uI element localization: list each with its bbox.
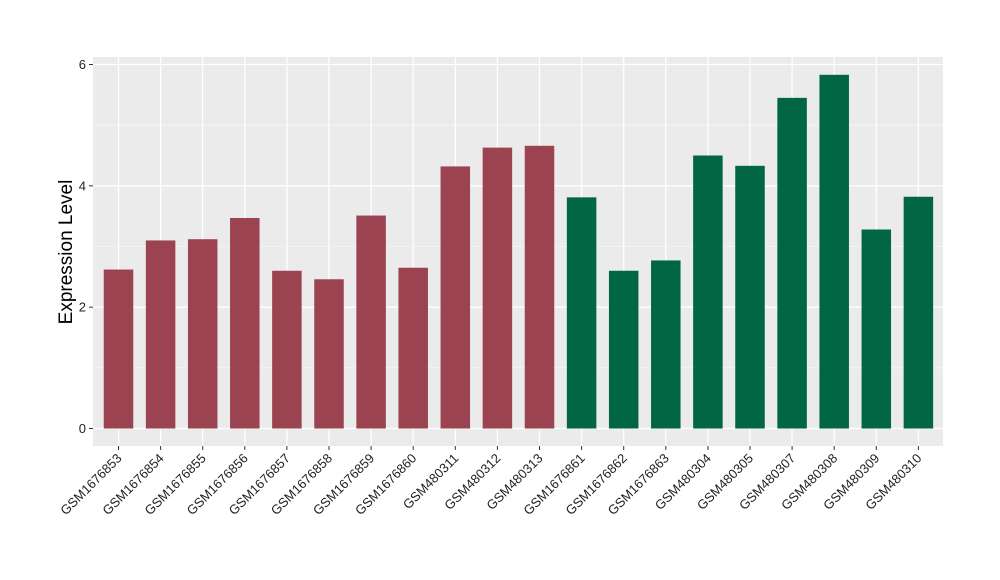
bar-GSM1676861 [566,197,597,429]
y-tick-label: 2 [79,300,86,315]
y-tick-label: 6 [79,57,86,72]
y-tick-label: 4 [79,178,86,193]
bar-GSM480310 [903,196,934,429]
bar-GSM1676862 [608,270,639,429]
bar-GSM480309 [861,229,892,429]
bar-GSM480304 [693,155,723,429]
bar-GSM480311 [440,166,471,429]
bar-GSM480305 [735,165,765,429]
x-axis: GSM1676853GSM1676854GSM1676855GSM1676856… [57,446,925,518]
y-axis: 0 2 4 6 [79,57,93,436]
bar-GSM1676854 [145,240,176,429]
bar-GSM480308 [819,74,849,429]
y-axis-title: Expression Level [56,180,77,325]
bar-GSM1676855 [187,239,218,429]
bar-GSM480313 [524,145,555,429]
bar-GSM1676863 [651,260,681,429]
bar-GSM1676859 [356,215,386,429]
bar-GSM1676860 [398,267,428,429]
plot-panel [93,57,943,446]
bar-GSM480307 [777,97,807,429]
bar-GSM480312 [482,147,513,429]
bar-GSM1676856 [230,217,260,429]
bars [103,74,934,429]
bar-GSM1676858 [314,279,344,429]
bar-GSM1676857 [272,270,302,429]
y-tick-label: 0 [79,421,86,436]
bar-GSM1676853 [103,269,134,429]
